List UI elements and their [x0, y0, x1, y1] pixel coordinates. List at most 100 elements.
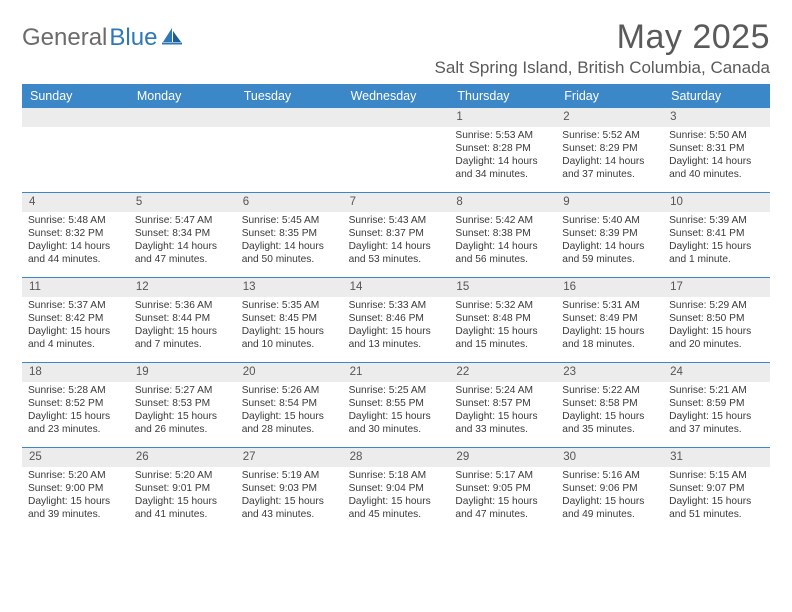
sunrise-text: Sunrise: 5:19 AM	[242, 469, 337, 482]
day-cell: 26Sunrise: 5:20 AMSunset: 9:01 PMDayligh…	[129, 448, 236, 532]
sunset-text: Sunset: 8:28 PM	[455, 142, 550, 155]
daylight-text: Daylight: 15 hours and 33 minutes.	[455, 410, 550, 436]
day-cell: 18Sunrise: 5:28 AMSunset: 8:52 PMDayligh…	[22, 363, 129, 447]
day-number: 28	[343, 448, 450, 467]
day-number: 14	[343, 278, 450, 297]
daylight-text: Daylight: 15 hours and 4 minutes.	[28, 325, 123, 351]
calendar-grid: Sunday Monday Tuesday Wednesday Thursday…	[22, 84, 770, 532]
day-number: 30	[556, 448, 663, 467]
sunset-text: Sunset: 9:06 PM	[562, 482, 657, 495]
day-number: 12	[129, 278, 236, 297]
day-cell: 13Sunrise: 5:35 AMSunset: 8:45 PMDayligh…	[236, 278, 343, 362]
day-number: 19	[129, 363, 236, 382]
day-number: 11	[22, 278, 129, 297]
day-number: 16	[556, 278, 663, 297]
daylight-text: Daylight: 15 hours and 7 minutes.	[135, 325, 230, 351]
dow-thursday: Thursday	[449, 84, 556, 108]
day-cell: 19Sunrise: 5:27 AMSunset: 8:53 PMDayligh…	[129, 363, 236, 447]
day-cell: 24Sunrise: 5:21 AMSunset: 8:59 PMDayligh…	[663, 363, 770, 447]
daylight-text: Daylight: 15 hours and 43 minutes.	[242, 495, 337, 521]
day-cell: 17Sunrise: 5:29 AMSunset: 8:50 PMDayligh…	[663, 278, 770, 362]
sunset-text: Sunset: 8:55 PM	[349, 397, 444, 410]
sunrise-text: Sunrise: 5:26 AM	[242, 384, 337, 397]
header: GeneralBlue May 2025 Salt Spring Island,…	[22, 18, 770, 78]
sunset-text: Sunset: 8:38 PM	[455, 227, 550, 240]
sunrise-text: Sunrise: 5:27 AM	[135, 384, 230, 397]
sunrise-text: Sunrise: 5:52 AM	[562, 129, 657, 142]
day-cell: 31Sunrise: 5:15 AMSunset: 9:07 PMDayligh…	[663, 448, 770, 532]
weeks-container: 1 Sunrise: 5:53 AMSunset: 8:28 PM Daylight…	[22, 108, 770, 532]
sunset-text: Sunset: 9:04 PM	[349, 482, 444, 495]
sunrise-text: Sunrise: 5:48 AM	[28, 214, 123, 227]
sunrise-text: Sunrise: 5:43 AM	[349, 214, 444, 227]
location-subtitle: Salt Spring Island, British Columbia, Ca…	[435, 58, 770, 78]
day-number: 1	[449, 108, 556, 127]
dow-wednesday: Wednesday	[343, 84, 450, 108]
sunset-text: Sunset: 8:59 PM	[669, 397, 764, 410]
days-of-week-header: Sunday Monday Tuesday Wednesday Thursday…	[22, 84, 770, 108]
sunset-text: Sunset: 8:41 PM	[669, 227, 764, 240]
sunrise-text: Sunrise: 5:33 AM	[349, 299, 444, 312]
sunset-text: Sunset: 8:58 PM	[562, 397, 657, 410]
daylight-text: Daylight: 14 hours and 44 minutes.	[28, 240, 123, 266]
daylight-text: Daylight: 15 hours and 23 minutes.	[28, 410, 123, 436]
week-row: 1Sunrise: 5:53 AMSunset: 8:28 PMDaylight…	[22, 108, 770, 192]
sunrise-text: Sunrise: 5:29 AM	[669, 299, 764, 312]
day-cell	[22, 108, 129, 192]
sunset-text: Sunset: 8:54 PM	[242, 397, 337, 410]
sunrise-text: Sunrise: 5:53 AM	[455, 129, 550, 142]
month-title: May 2025	[435, 18, 770, 57]
daylight-text: Daylight: 15 hours and 51 minutes.	[669, 495, 764, 521]
sunset-text: Sunset: 8:34 PM	[135, 227, 230, 240]
day-cell: 14Sunrise: 5:33 AMSunset: 8:46 PMDayligh…	[343, 278, 450, 362]
day-number: 5	[129, 193, 236, 212]
daylight-text: Daylight: 15 hours and 39 minutes.	[28, 495, 123, 521]
daylight-text: Daylight: 15 hours and 45 minutes.	[349, 495, 444, 521]
sunrise-text: Sunrise: 5:20 AM	[135, 469, 230, 482]
sunset-text: Sunset: 8:50 PM	[669, 312, 764, 325]
sunset-text: Sunset: 9:03 PM	[242, 482, 337, 495]
sunset-text: Sunset: 9:07 PM	[669, 482, 764, 495]
day-number: 25	[22, 448, 129, 467]
sunrise-text: Sunrise: 5:20 AM	[28, 469, 123, 482]
sunrise-text: Sunrise: 5:18 AM	[349, 469, 444, 482]
daylight-text: Daylight: 14 hours and 47 minutes.	[135, 240, 230, 266]
daylight-text: Daylight: 15 hours and 15 minutes.	[455, 325, 550, 351]
day-number: 6	[236, 193, 343, 212]
daylight-text: Daylight: 15 hours and 26 minutes.	[135, 410, 230, 436]
sunset-text: Sunset: 8:46 PM	[349, 312, 444, 325]
day-number	[236, 108, 343, 127]
sunset-text: Sunset: 8:44 PM	[135, 312, 230, 325]
daylight-text: Daylight: 14 hours and 53 minutes.	[349, 240, 444, 266]
sunrise-text: Sunrise: 5:15 AM	[669, 469, 764, 482]
day-cell: 16Sunrise: 5:31 AMSunset: 8:49 PMDayligh…	[556, 278, 663, 362]
sunrise-text: Sunrise: 5:39 AM	[669, 214, 764, 227]
day-cell: 1Sunrise: 5:53 AMSunset: 8:28 PMDaylight…	[449, 108, 556, 192]
daylight-text: Daylight: 15 hours and 47 minutes.	[455, 495, 550, 521]
day-cell: 30Sunrise: 5:16 AMSunset: 9:06 PMDayligh…	[556, 448, 663, 532]
sunrise-text: Sunrise: 5:25 AM	[349, 384, 444, 397]
dow-saturday: Saturday	[663, 84, 770, 108]
sunset-text: Sunset: 9:00 PM	[28, 482, 123, 495]
day-cell: 20Sunrise: 5:26 AMSunset: 8:54 PMDayligh…	[236, 363, 343, 447]
day-cell: 21Sunrise: 5:25 AMSunset: 8:55 PMDayligh…	[343, 363, 450, 447]
day-number: 10	[663, 193, 770, 212]
daylight-text: Daylight: 14 hours and 56 minutes.	[455, 240, 550, 266]
week-row: 25Sunrise: 5:20 AMSunset: 9:00 PMDayligh…	[22, 447, 770, 532]
day-number: 13	[236, 278, 343, 297]
day-cell	[129, 108, 236, 192]
daylight-text: Daylight: 15 hours and 20 minutes.	[669, 325, 764, 351]
day-cell: 11Sunrise: 5:37 AMSunset: 8:42 PMDayligh…	[22, 278, 129, 362]
sunrise-text: Sunrise: 5:40 AM	[562, 214, 657, 227]
daylight-text: Daylight: 15 hours and 41 minutes.	[135, 495, 230, 521]
sunset-text: Sunset: 8:49 PM	[562, 312, 657, 325]
sunrise-text: Sunrise: 5:24 AM	[455, 384, 550, 397]
daylight-text: Daylight: 15 hours and 28 minutes.	[242, 410, 337, 436]
sunset-text: Sunset: 9:01 PM	[135, 482, 230, 495]
brand-sail-icon	[162, 27, 182, 50]
day-cell: 9Sunrise: 5:40 AMSunset: 8:39 PMDaylight…	[556, 193, 663, 277]
day-cell: 15Sunrise: 5:32 AMSunset: 8:48 PMDayligh…	[449, 278, 556, 362]
dow-tuesday: Tuesday	[236, 84, 343, 108]
week-row: 18Sunrise: 5:28 AMSunset: 8:52 PMDayligh…	[22, 362, 770, 447]
day-cell	[236, 108, 343, 192]
